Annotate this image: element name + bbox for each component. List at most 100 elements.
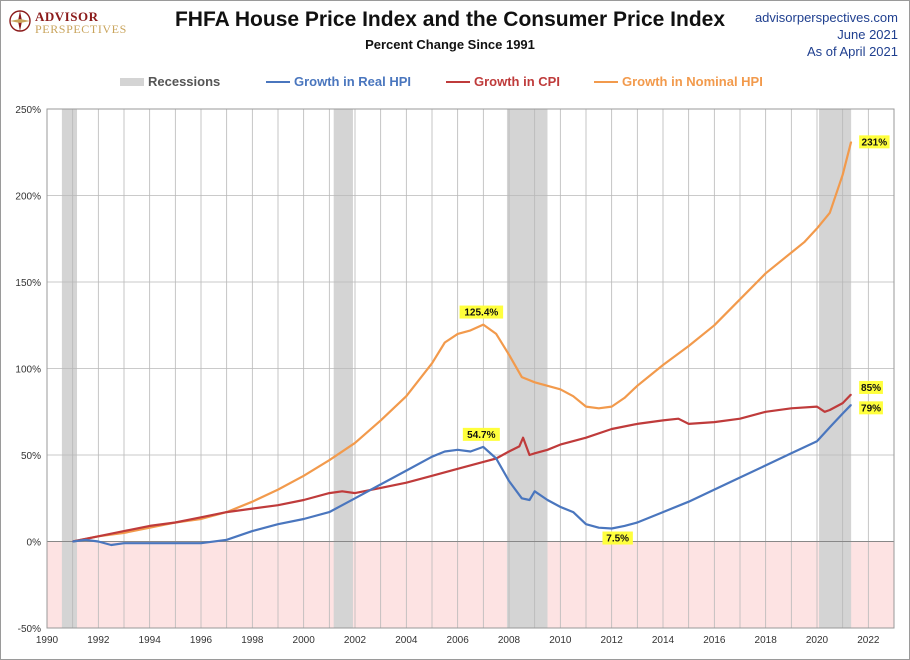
series-point-growth-in-nominal-hpi: [328, 459, 330, 461]
data-label-background: [462, 427, 500, 441]
series-point-growth-in-nominal-hpi: [380, 419, 382, 421]
data-label: 231%: [862, 137, 888, 148]
series-point-growth-in-cpi: [251, 508, 253, 510]
y-tick-label: -50%: [18, 624, 41, 635]
series-point-growth-in-real-hpi: [405, 469, 407, 472]
x-tick-label: 2000: [293, 635, 316, 646]
data-label: 7.5%: [606, 534, 629, 545]
series-point-growth-in-real-hpi: [816, 440, 818, 442]
series-point-growth-in-cpi: [636, 423, 638, 425]
series-point-growth-in-cpi: [380, 487, 382, 489]
y-tick-label: 100%: [15, 365, 41, 376]
series-point-growth-in-cpi: [431, 475, 433, 477]
series-point-growth-in-cpi: [688, 423, 690, 425]
series-point-growth-in-real-hpi: [97, 540, 99, 543]
y-tick-label: 200%: [15, 192, 41, 203]
plot-border: [46, 108, 895, 629]
series-point-growth-in-real-hpi: [534, 490, 536, 492]
data-label-background: [859, 135, 890, 149]
series-point-growth-in-real-hpi: [380, 483, 382, 486]
series-point-growth-in-nominal-hpi: [623, 397, 626, 399]
series-point-growth-in-nominal-hpi: [405, 395, 407, 397]
x-tick-label: 1990: [36, 635, 59, 646]
series-point-growth-in-cpi: [850, 393, 852, 396]
series-point-growth-in-cpi: [824, 411, 826, 413]
series-point-growth-in-real-hpi: [528, 499, 531, 501]
series-point-growth-in-nominal-hpi: [688, 345, 690, 347]
data-label: 79%: [861, 403, 881, 414]
source-block: advisorperspectives.com June 2021 As of …: [755, 9, 898, 60]
series-point-growth-in-nominal-hpi: [713, 324, 715, 326]
logo-text-top: ADVISOR: [35, 9, 99, 24]
series-point-growth-in-cpi: [662, 419, 664, 421]
series-point-growth-in-nominal-hpi: [303, 475, 305, 477]
y-tick-label: 250%: [15, 105, 41, 116]
legend-label-cpi: Growth in CPI: [474, 74, 560, 89]
series-point-growth-in-cpi: [174, 521, 176, 524]
series-point-growth-in-real-hpi: [521, 497, 523, 499]
recession-swatch-icon: [120, 78, 144, 86]
series-point-growth-in-cpi: [303, 499, 305, 501]
series-point-growth-in-nominal-hpi: [829, 212, 831, 214]
x-tick-label: 2006: [447, 635, 470, 646]
series-point-growth-in-nominal-hpi: [534, 381, 536, 383]
x-tick-label: 2008: [498, 635, 521, 646]
series-point-growth-in-real-hpi: [444, 450, 446, 453]
series-point-growth-in-cpi: [97, 535, 99, 537]
x-tick-label: 2018: [755, 635, 778, 646]
series-point-growth-in-real-hpi: [611, 527, 613, 530]
series-point-growth-in-nominal-hpi: [636, 385, 638, 387]
x-tick-label: 2020: [806, 635, 829, 646]
series-point-growth-in-real-hpi: [469, 450, 472, 453]
real-hpi-line-icon: [266, 81, 290, 83]
series-point-growth-in-nominal-hpi: [585, 405, 587, 408]
negative-region: [47, 541, 894, 628]
series-point-growth-in-cpi: [149, 525, 151, 527]
data-label-background: [459, 305, 504, 319]
x-tick-label: 2010: [549, 635, 572, 646]
series-point-growth-in-real-hpi: [149, 542, 151, 544]
series-point-growth-in-real-hpi: [226, 539, 228, 541]
series-point-growth-in-cpi: [457, 468, 459, 470]
series-point-growth-in-real-hpi: [829, 426, 831, 428]
series-point-growth-in-real-hpi: [110, 544, 112, 546]
advisor-perspectives-logo: ADVISOR PERSPECTIVES: [8, 8, 138, 38]
series-point-growth-in-cpi: [585, 437, 587, 439]
series-point-growth-in-cpi: [518, 445, 520, 447]
series-point-growth-in-nominal-hpi: [546, 385, 549, 387]
series-point-growth-in-real-hpi: [688, 501, 690, 503]
series-point-growth-in-cpi: [123, 530, 125, 532]
series-point-growth-in-real-hpi: [174, 542, 176, 544]
series-point-growth-in-real-hpi: [354, 497, 356, 499]
x-tick-label: 2016: [703, 635, 726, 646]
series-point-growth-in-real-hpi: [303, 518, 305, 520]
compass-rose-icon: [9, 10, 31, 32]
series-point-growth-in-real-hpi: [765, 464, 767, 466]
series-point-growth-in-nominal-hpi: [739, 298, 741, 300]
series-point-growth-in-nominal-hpi: [251, 501, 253, 503]
series-line-growth-in-nominal-hpi: [72, 141, 853, 543]
series-point-growth-in-real-hpi: [84, 539, 87, 541]
legend-label-nominal-hpi: Growth in Nominal HPI: [622, 74, 763, 89]
series-point-growth-in-real-hpi: [636, 521, 638, 524]
series-point-growth-in-cpi: [739, 418, 741, 420]
x-tick-label: 1996: [190, 635, 213, 646]
series-point-growth-in-cpi: [354, 492, 356, 494]
series-point-growth-in-nominal-hpi: [842, 174, 844, 176]
x-tick-label: 2014: [652, 635, 675, 646]
series-point-growth-in-cpi: [522, 437, 524, 439]
series-point-growth-in-real-hpi: [623, 525, 626, 527]
series-point-growth-in-real-hpi: [546, 499, 549, 501]
chart-subtitle: Percent Change Since 1991: [365, 37, 535, 52]
series-point-growth-in-cpi: [765, 411, 767, 413]
series-point-growth-in-nominal-hpi: [611, 405, 613, 408]
x-tick-label: 2002: [344, 635, 367, 646]
series-point-growth-in-nominal-hpi: [123, 532, 125, 534]
series-point-growth-in-cpi: [200, 516, 202, 518]
chart-title: FHFA House Price Index and the Consumer …: [174, 8, 726, 31]
series-point-growth-in-real-hpi: [598, 527, 600, 529]
series-point-growth-in-cpi: [482, 461, 484, 463]
nominal-hpi-line-icon: [594, 81, 618, 83]
data-label-background: [859, 380, 883, 394]
